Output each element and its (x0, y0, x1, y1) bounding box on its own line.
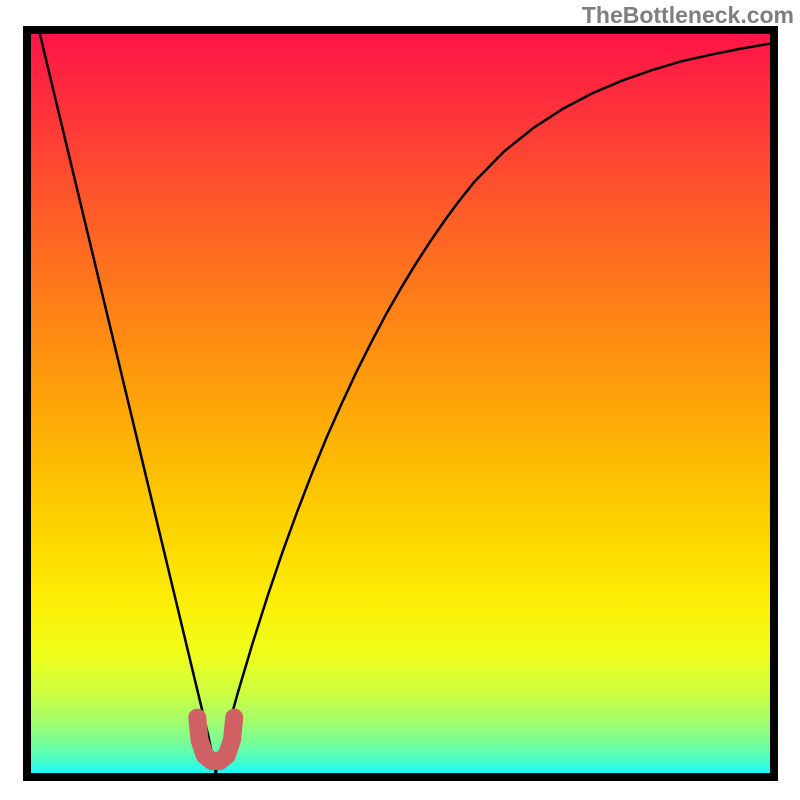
plot-frame (23, 26, 778, 781)
gradient-background (31, 34, 770, 773)
attribution-text: TheBottleneck.com (582, 2, 794, 29)
chart-root: { "attribution": { "text": "TheBottlenec… (0, 0, 800, 800)
plot-area (31, 34, 770, 773)
plot-svg (31, 34, 770, 773)
